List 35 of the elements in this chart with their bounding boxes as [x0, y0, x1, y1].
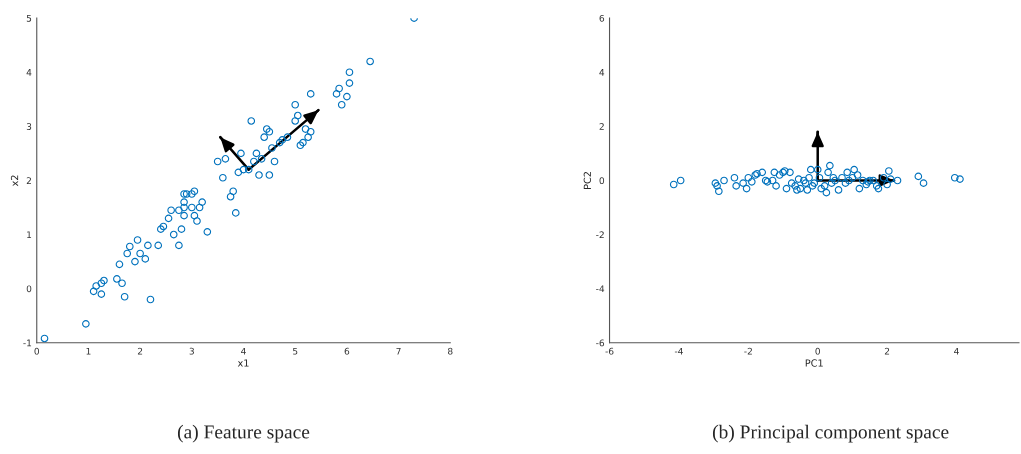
- x-tick-label: 6: [344, 347, 350, 355]
- y-axis-title: PC2: [583, 172, 592, 189]
- y-tick-label: -2: [596, 231, 604, 238]
- y-tick-label: 6: [599, 14, 605, 22]
- y-tick-label: 4: [26, 69, 32, 76]
- x-axis-title: x1: [237, 359, 249, 367]
- text: (b) Principal component space: [712, 424, 949, 443]
- x-tick-label: 4: [241, 347, 246, 355]
- y-tick-label: 4: [599, 69, 605, 76]
- y-tick-label: 2: [26, 177, 31, 184]
- y-tick-label: 0: [599, 177, 605, 185]
- x-tick-label: 1: [86, 347, 91, 355]
- y-tick-label: -4: [596, 285, 605, 293]
- x-tick-label: 3: [189, 347, 194, 355]
- y-tick-label: 2: [599, 123, 604, 130]
- x-tick-label: 0: [34, 347, 40, 355]
- x-tick-label: 5: [293, 347, 298, 355]
- x-tick-label: 2: [137, 347, 143, 355]
- y-axis-title: x2: [10, 175, 19, 187]
- y-tick-label: -6: [596, 339, 605, 347]
- x-tick-label: 8: [448, 347, 453, 355]
- x-tick-label: 0: [815, 347, 820, 355]
- y-tick-label: -1: [23, 339, 32, 347]
- x-tick-label: 4: [954, 347, 959, 355]
- y-tick-label: 3: [26, 123, 32, 130]
- x-tick-label: -2: [744, 347, 752, 355]
- y-tick-label: 1: [27, 231, 32, 238]
- x-axis-title: PC1: [805, 359, 823, 367]
- x-tick-label: 2: [884, 347, 890, 355]
- text: (a) Feature space: [177, 424, 310, 443]
- x-tick-label: 7: [396, 347, 401, 355]
- x-tick-label: -6: [605, 347, 614, 355]
- y-tick-label: 5: [26, 15, 32, 22]
- y-tick-label: 0: [26, 285, 32, 293]
- x-tick-label: -4: [674, 347, 683, 355]
